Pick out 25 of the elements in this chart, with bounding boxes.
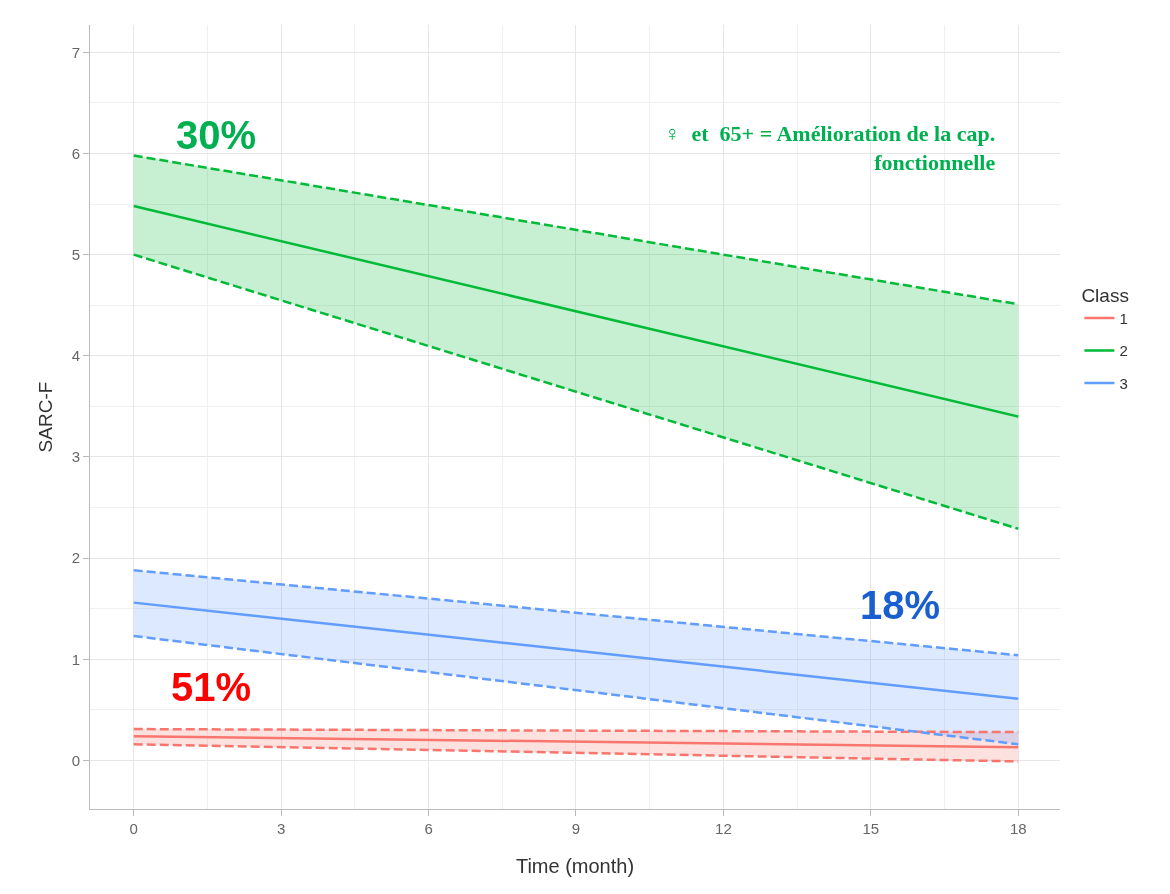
x-tick-label: 12 <box>715 820 732 837</box>
y-tick-label: 6 <box>71 144 80 162</box>
x-tick-label: 6 <box>424 820 433 837</box>
y-tick-label: 2 <box>71 549 80 567</box>
legend-label: 1 <box>1119 309 1128 327</box>
legend-label: 3 <box>1119 374 1128 392</box>
x-tick-label: 3 <box>276 820 286 837</box>
x-tick-label: 9 <box>571 820 581 837</box>
legend-title: Class <box>1081 284 1129 306</box>
annotation: 51% <box>171 665 252 709</box>
legend-label: 2 <box>1119 342 1128 360</box>
y-tick-label: 5 <box>71 245 80 263</box>
y-tick-label: 0 <box>71 751 80 769</box>
x-tick-label: 18 <box>1009 820 1027 837</box>
y-tick-label: 1 <box>71 650 80 668</box>
x-axis-title: Time (month) <box>515 854 635 877</box>
x-tick-label: 0 <box>129 820 138 837</box>
y-axis-title: SARC-F <box>34 381 56 453</box>
annotation: 18% <box>860 583 941 627</box>
y-tick-label: 7 <box>71 43 80 61</box>
y-tick-label: 3 <box>71 448 80 466</box>
y-tick-label: 4 <box>71 347 80 365</box>
annotation: 30% <box>176 113 257 157</box>
annotation: ♀ et 65+ = Amélioration de la cap. fonctionnelle <box>664 121 996 175</box>
x-tick-label: 15 <box>862 820 880 837</box>
